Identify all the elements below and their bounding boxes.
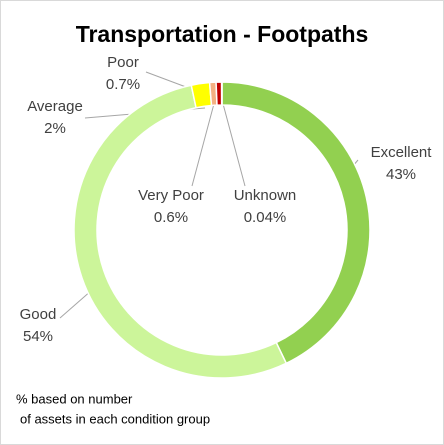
slice-label: Unknown bbox=[234, 187, 297, 204]
leader-line bbox=[221, 99, 246, 187]
slice-label: Very Poor bbox=[138, 187, 204, 204]
value-label: 54% bbox=[23, 328, 53, 345]
donut-slice bbox=[215, 81, 223, 106]
note: of assets in each condition group bbox=[20, 411, 210, 426]
note: % based on number bbox=[16, 391, 133, 406]
value-label: 0.6% bbox=[154, 209, 188, 226]
chart-title: Transportation - Footpaths bbox=[76, 21, 369, 47]
slice-label: Excellent bbox=[371, 144, 433, 161]
leader-line bbox=[191, 99, 216, 187]
value-label: 2% bbox=[44, 120, 66, 137]
value-label: 43% bbox=[386, 166, 416, 183]
slice-label: Average bbox=[27, 98, 83, 115]
slice-label: Good bbox=[20, 306, 57, 323]
value-label: 0.7% bbox=[106, 76, 140, 93]
value-label: 0.04% bbox=[244, 209, 287, 226]
slice-label: Poor bbox=[107, 54, 139, 71]
